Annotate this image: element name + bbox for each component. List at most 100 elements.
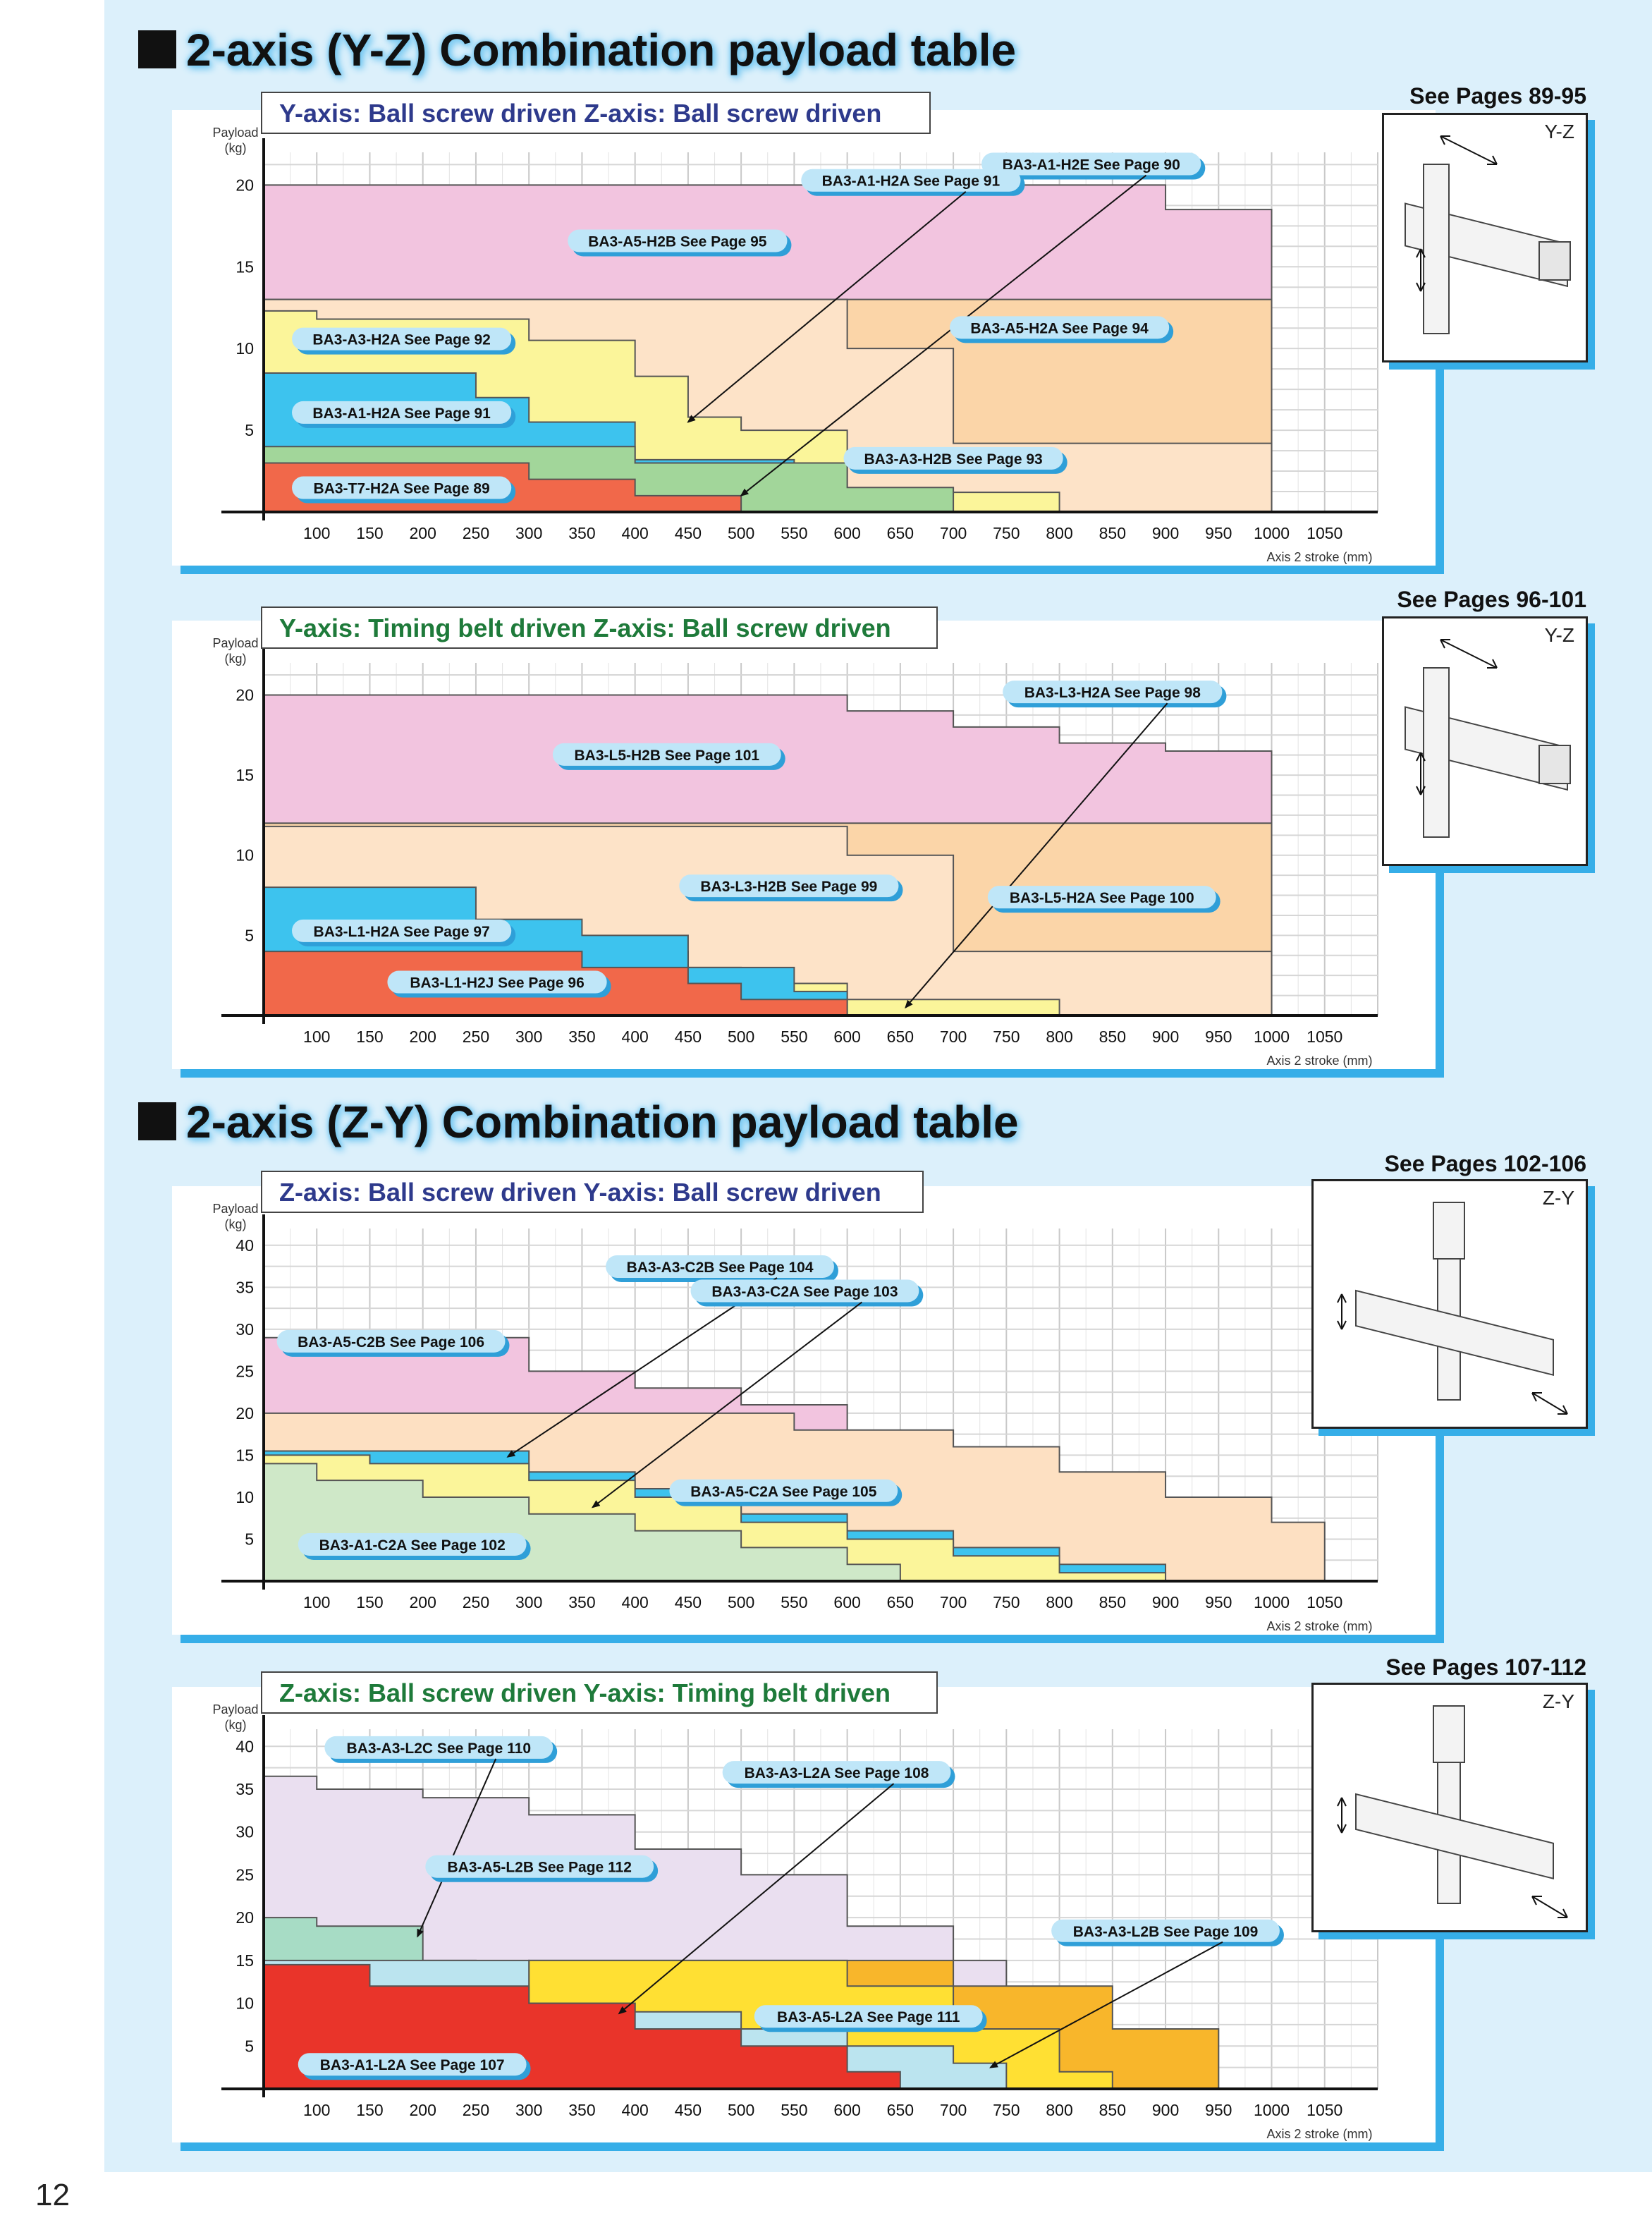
x-tick-label: 350 xyxy=(568,1593,595,1611)
y-tick-label: 30 xyxy=(235,1823,254,1841)
callout-pill xyxy=(606,1255,834,1278)
x-tick-label: 500 xyxy=(728,1028,754,1046)
x-tick-label: 1000 xyxy=(1254,2101,1290,2119)
callout-text: BA3-A3-C2A See Page 103 xyxy=(711,1284,898,1300)
y-tick-label: 20 xyxy=(235,685,254,704)
x-tick-label: 400 xyxy=(621,2101,648,2119)
callout-text: BA3-A5-H2A See Page 94 xyxy=(970,320,1149,336)
x-tick-label: 700 xyxy=(940,2101,967,2119)
chart-panel-2: 100 150 200 250 300 350 400 450 500 550 600 650 700 7… xyxy=(172,621,1436,1069)
x-tick-label: 750 xyxy=(993,2101,1020,2119)
y-tick-label: 5 xyxy=(245,1530,254,1548)
callout-pill xyxy=(843,446,1063,470)
chart-title-4: Z-axis: Ball screw driven Y-axis: Timing… xyxy=(261,1671,938,1714)
y-tick-label: 20 xyxy=(235,176,254,194)
y-direction-arrow xyxy=(1440,135,1498,165)
page-number: 12 xyxy=(35,2178,70,2212)
y-unit-label: (kg) xyxy=(225,1217,247,1231)
y-tick-label: 25 xyxy=(235,1865,254,1884)
chart-title-2: Y-axis: Timing belt driven Z-axis: Ball … xyxy=(261,606,938,649)
x-tick-label: 100 xyxy=(303,1028,330,1046)
callout-text: BA3-A3-C2B See Page 104 xyxy=(627,1260,814,1276)
z-direction-arrow xyxy=(1337,1797,1347,1834)
y-tick-label: 15 xyxy=(235,1446,254,1464)
callout-text: BA3-L1-H2J See Page 96 xyxy=(410,975,584,992)
x-tick-label: 950 xyxy=(1205,2101,1232,2119)
callout-pill xyxy=(292,919,512,942)
callout-pill xyxy=(324,1736,553,1759)
section-title-yz: 2-axis (Y-Z) Combination payload table xyxy=(138,24,1016,76)
x-tick-label: 900 xyxy=(1152,1028,1179,1046)
x-tick-label: 650 xyxy=(887,1028,914,1046)
x-tick-label: 450 xyxy=(675,1593,702,1611)
callout-pill xyxy=(387,970,607,994)
x-tick-label: 300 xyxy=(515,524,542,542)
x-tick-label: 950 xyxy=(1205,1028,1232,1046)
callout-pill xyxy=(292,401,512,424)
x-tick-label: 1050 xyxy=(1307,1028,1342,1046)
x-tick-label: 200 xyxy=(410,1028,436,1046)
callout-text: BA3-A5-L2A See Page 111 xyxy=(777,2009,960,2025)
callout-label: BA3-A1-C2A See Page 102 xyxy=(298,1533,531,1560)
callout-pill xyxy=(568,229,788,252)
axis-diagram-2: Y-Z xyxy=(1382,616,1588,866)
callout-pill xyxy=(801,169,1021,192)
yz-robot-icon xyxy=(1405,135,1571,334)
y-tick-label: 5 xyxy=(245,926,254,944)
x-tick-label: 750 xyxy=(993,524,1020,542)
x-tick-label: 1000 xyxy=(1254,524,1290,542)
callout-label: BA3-T7-H2A See Page 89 xyxy=(292,476,516,504)
x-tick-label: 800 xyxy=(1046,524,1072,542)
x-tick-label: 700 xyxy=(940,524,967,542)
x-tick-label: 900 xyxy=(1152,1593,1179,1611)
x-tick-label: 500 xyxy=(728,2101,754,2119)
y-unit-label: Payload xyxy=(212,126,258,140)
x-tick-label: 650 xyxy=(887,1593,914,1611)
x-tick-label: 850 xyxy=(1099,1593,1126,1611)
callout-pill xyxy=(298,1533,527,1556)
x-tick-label: 550 xyxy=(781,1028,807,1046)
x-tick-label: 800 xyxy=(1046,1028,1072,1046)
callout-pill xyxy=(669,1479,898,1502)
x-tick-label: 650 xyxy=(887,524,914,542)
callout-label: BA3-A1-L2A See Page 107 xyxy=(298,2053,531,2080)
callout-text: BA3-A5-C2B See Page 106 xyxy=(298,1334,484,1351)
callout-label: BA3-A3-L2C See Page 110 xyxy=(324,1736,558,1763)
x-tick-label: 750 xyxy=(993,1593,1020,1611)
y-tick-label: 10 xyxy=(235,846,254,865)
x-tick-label: 300 xyxy=(515,1593,542,1611)
x-tick-label: 800 xyxy=(1046,2101,1072,2119)
x-axis-label: Axis 2 stroke (mm) xyxy=(1266,1619,1372,1633)
axis-diagram-label: Y-Z xyxy=(1544,624,1574,646)
x-tick-label: 800 xyxy=(1046,1593,1072,1611)
x-tick-label: 550 xyxy=(781,2101,807,2119)
y-tick-label: 5 xyxy=(245,421,254,439)
x-tick-label: 900 xyxy=(1152,2101,1179,2119)
callout-text: BA3-L3-H2B See Page 99 xyxy=(700,879,877,895)
payload-chart-2: 100 150 200 250 300 350 400 450 500 550 600 650 700 7… xyxy=(212,636,1378,1068)
axis-diagram-1: Y-Z xyxy=(1382,113,1588,362)
x-tick-label: 150 xyxy=(356,1028,383,1046)
x-tick-label: 100 xyxy=(303,1593,330,1611)
callout-text: BA3-A1-H2A See Page 91 xyxy=(822,173,1001,190)
x-tick-label: 850 xyxy=(1099,1028,1126,1046)
y-unit-label: (kg) xyxy=(225,1718,247,1732)
axis-diagram-label: Z-Y xyxy=(1542,1187,1574,1209)
y-direction-arrow xyxy=(1440,639,1498,669)
callout-arrow xyxy=(989,1941,1223,2068)
y-tick-label: 40 xyxy=(235,1236,254,1255)
y-tick-label: 15 xyxy=(235,766,254,784)
zy-robot-icon xyxy=(1337,1705,1568,1918)
y-tick-label: 25 xyxy=(235,1362,254,1380)
callout-text: BA3-A1-H2E See Page 90 xyxy=(1003,157,1180,173)
x-tick-label: 350 xyxy=(568,524,595,542)
x-tick-label: 300 xyxy=(515,2101,542,2119)
x-tick-label: 1050 xyxy=(1307,524,1342,542)
axis-diagram-label: Z-Y xyxy=(1542,1690,1574,1712)
motor-block xyxy=(1433,1705,1465,1763)
y-tick-label: 15 xyxy=(235,257,254,276)
callout-label: BA3-A5-C2A See Page 105 xyxy=(669,1479,903,1506)
x-tick-label: 600 xyxy=(833,1593,860,1611)
x-axis-label: Axis 2 stroke (mm) xyxy=(1266,1054,1372,1068)
callout-label: BA3-A1-H2A See Page 91 xyxy=(292,401,516,428)
